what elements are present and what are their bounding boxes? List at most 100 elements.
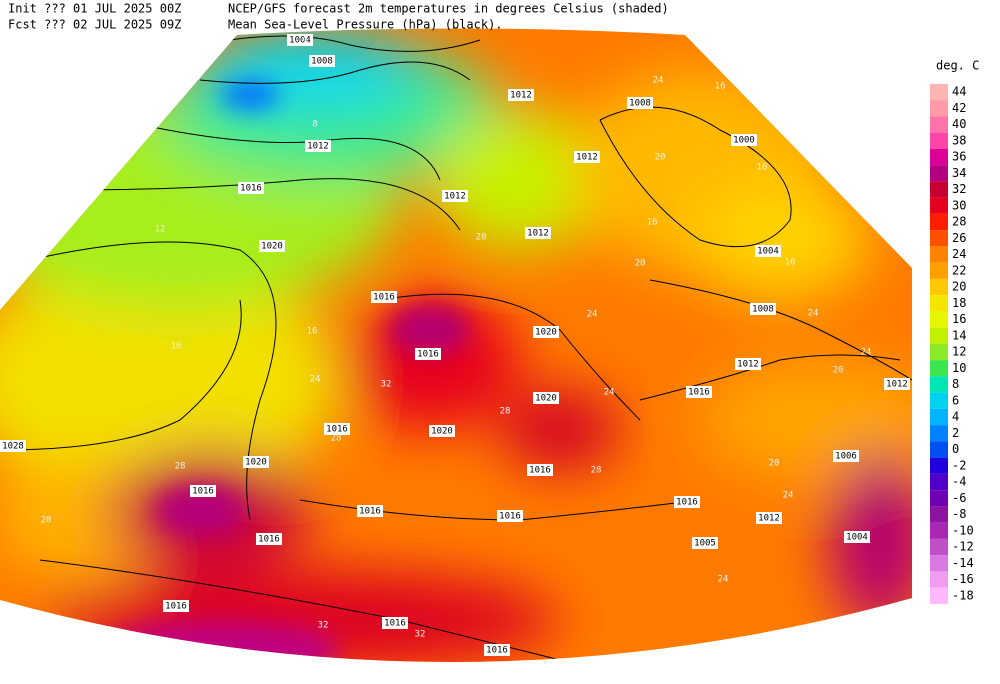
- isobar-label-box: [309, 55, 335, 67]
- colorbar-label: 14: [952, 328, 966, 342]
- isobar-label: 1012: [737, 360, 759, 370]
- temperature-label: 20: [476, 233, 487, 243]
- isobar-label-box: [163, 600, 189, 612]
- colorbar-label: -2: [952, 458, 966, 472]
- colorbar-label: -8: [952, 507, 966, 521]
- colorbar-label: -12: [952, 540, 974, 554]
- isobar-label-box: [371, 291, 397, 303]
- isobar-label-box: [692, 537, 718, 549]
- colorbar: 4442403836343230282624222018161412108642…: [930, 83, 974, 604]
- colorbar-label: -6: [952, 491, 966, 505]
- isobar-label-box: [0, 440, 26, 452]
- isobar-label: 1008: [311, 57, 333, 67]
- isobar-label-box: [844, 531, 870, 543]
- isobar-label-box: [533, 392, 559, 404]
- colorbar-swatch: [930, 343, 948, 361]
- isobar-label-box: [415, 348, 441, 360]
- isobar-label: 1004: [757, 247, 779, 257]
- isobar-label: 1012: [527, 229, 549, 239]
- isobar-label: 1016: [359, 507, 381, 517]
- colorbar-label: 0: [952, 442, 959, 456]
- colorbar-swatch: [930, 587, 948, 604]
- colorbar-label: 30: [952, 198, 966, 212]
- colorbar-swatch: [930, 408, 948, 426]
- colorbar-label: 6: [952, 393, 959, 407]
- isobar-label: 1016: [499, 512, 521, 522]
- isobar-label-box: [884, 378, 910, 390]
- isobar-label: 1020: [431, 427, 453, 437]
- colorbar-label: 4: [952, 410, 959, 424]
- temperature-label: 20: [635, 259, 646, 269]
- isobar-label-box: [429, 425, 455, 437]
- init-time: Init ??? 01 JUL 2025 00Z: [8, 2, 181, 16]
- temperature-label: 28: [500, 407, 511, 417]
- temperature-label: 12: [155, 225, 166, 235]
- map-labels: 1004 1008 1012 1016 1020 1016 1016 1020 1012 1012…: [0, 34, 910, 656]
- colorbar-label: -4: [952, 475, 966, 489]
- temperature-label: 24: [808, 309, 819, 319]
- isobar-label: 1012: [886, 380, 908, 390]
- isobar-label-box: [527, 464, 553, 476]
- colorbar-label: -14: [952, 556, 974, 570]
- colorbar-swatch: [930, 522, 948, 539]
- isobar-label-box: [735, 358, 761, 370]
- colorbar-label: -10: [952, 523, 974, 537]
- colorbar-swatch: [930, 246, 948, 263]
- temperature-label: 24: [587, 310, 598, 320]
- isobar-label-box: [243, 456, 269, 468]
- map-title: NCEP/GFS forecast 2m temperatures in deg…: [228, 2, 669, 16]
- temperature-label: 24: [783, 491, 794, 501]
- colorbar-swatch: [930, 555, 948, 572]
- colorbar-swatch: [930, 116, 948, 133]
- isobar-label-box: [525, 227, 551, 239]
- colorbar-swatch: [930, 83, 948, 101]
- isobar-label: 1016: [384, 619, 406, 629]
- isobar-label: 1028: [2, 442, 24, 452]
- colorbar-label: 32: [952, 182, 966, 196]
- colorbar-swatch: [930, 506, 948, 523]
- temperature-label: 20: [655, 153, 666, 163]
- temperature-label: 16: [647, 218, 658, 228]
- colorbar-label: 2: [952, 426, 959, 440]
- isobar-label-box: [731, 134, 757, 146]
- colorbar-swatch: [930, 457, 948, 474]
- map-subtitle: Mean Sea-Level Pressure (hPa) (black).: [228, 18, 503, 32]
- temperature-label: 16: [785, 258, 796, 268]
- isobar-label: 1012: [758, 514, 780, 524]
- colorbar-label: 16: [952, 312, 966, 326]
- isobar-label-box: [382, 617, 408, 629]
- isobar-label: 1016: [326, 425, 348, 435]
- isobar-label: 1016: [688, 388, 710, 398]
- isobar-label: 1004: [846, 533, 868, 543]
- temperature-label: 28: [331, 434, 342, 444]
- colorbar-label: 12: [952, 345, 966, 359]
- isobar-label-box: [190, 485, 216, 497]
- isobar-label: 1016: [529, 466, 551, 476]
- colorbar-label: -18: [952, 588, 974, 602]
- colorbar-swatch: [930, 230, 948, 247]
- colorbar-swatch: [930, 213, 948, 231]
- colorbar-swatch: [930, 571, 948, 588]
- colorbar-swatch: [930, 441, 948, 458]
- isobar-label: 1012: [444, 192, 466, 202]
- isobar-label-box: [287, 34, 313, 46]
- isobar-label-box: [259, 240, 285, 252]
- isobar-label: 1016: [258, 535, 280, 545]
- isobar-label: 1012: [307, 142, 329, 152]
- isobar-label: 1016: [192, 487, 214, 497]
- temperature-label: 32: [415, 630, 426, 640]
- isobar-label: 1004: [289, 36, 311, 46]
- colorbar-swatch: [930, 360, 948, 377]
- isobar-label-box: [256, 533, 282, 545]
- colorbar-label: 36: [952, 150, 966, 164]
- isobar-label: 1016: [676, 498, 698, 508]
- isobar-label: 1008: [752, 305, 774, 315]
- colorbar-swatch: [930, 392, 948, 409]
- colorbar-swatch: [930, 148, 948, 166]
- colorbar-label: 24: [952, 247, 966, 261]
- temperature-label: 28: [175, 462, 186, 472]
- isobar-label: 1016: [417, 350, 439, 360]
- isobar-label-box: [305, 140, 331, 152]
